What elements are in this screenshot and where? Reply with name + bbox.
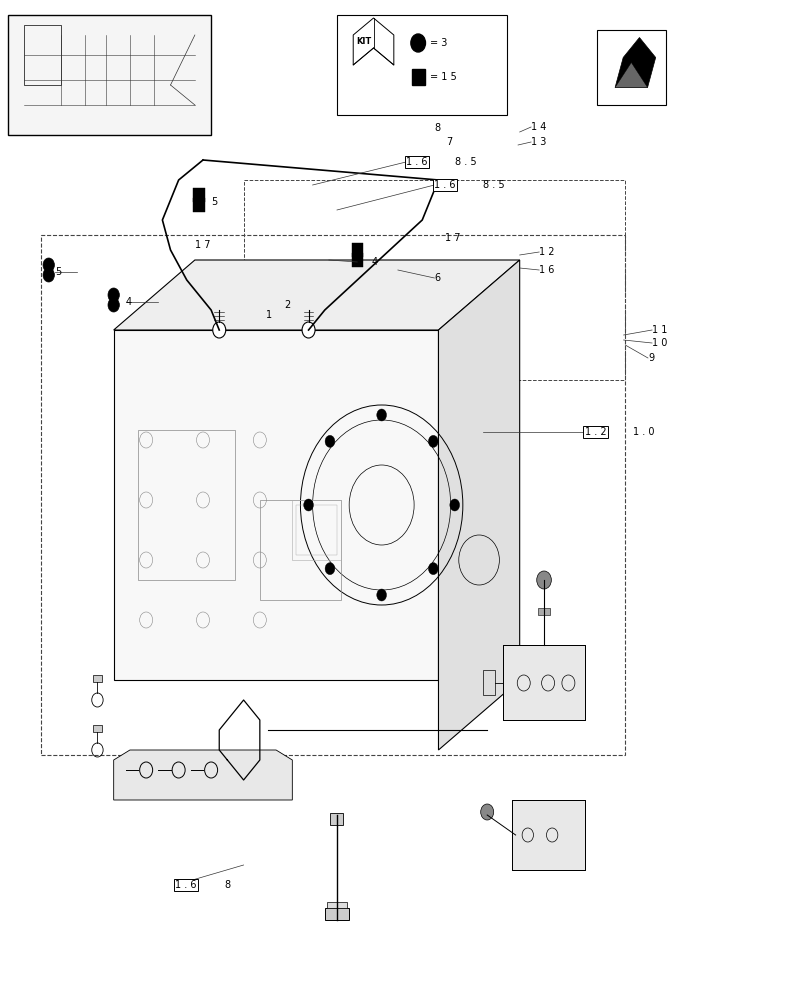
Polygon shape xyxy=(615,62,646,88)
Polygon shape xyxy=(615,37,654,88)
Bar xyxy=(351,243,363,257)
Circle shape xyxy=(324,563,334,575)
Bar xyxy=(324,908,349,920)
Circle shape xyxy=(536,571,551,589)
Text: = 1 5: = 1 5 xyxy=(430,72,457,82)
Circle shape xyxy=(108,288,119,302)
Text: 1 . 6: 1 . 6 xyxy=(434,180,455,190)
Text: 1 . 6: 1 . 6 xyxy=(175,880,196,890)
Text: 6: 6 xyxy=(434,273,440,283)
Text: 1 4: 1 4 xyxy=(530,122,546,132)
Bar xyxy=(411,69,424,85)
Bar xyxy=(296,505,337,555)
Text: 5: 5 xyxy=(55,267,62,277)
Text: 1 7: 1 7 xyxy=(444,233,460,243)
Text: 1 . 6: 1 . 6 xyxy=(406,157,427,167)
Text: = 3: = 3 xyxy=(430,38,447,48)
Bar xyxy=(92,675,102,682)
Bar xyxy=(503,645,584,720)
Circle shape xyxy=(212,322,225,338)
Bar xyxy=(596,30,665,105)
Text: 1 1: 1 1 xyxy=(651,325,667,335)
Bar xyxy=(330,813,343,825)
Text: 8: 8 xyxy=(434,123,440,133)
Text: 2: 2 xyxy=(284,300,290,310)
Bar xyxy=(193,198,204,212)
Text: 4: 4 xyxy=(371,257,378,267)
Text: 1 2: 1 2 xyxy=(539,247,554,257)
Circle shape xyxy=(43,268,54,282)
Circle shape xyxy=(428,435,438,447)
Circle shape xyxy=(324,435,334,447)
Text: 1 . 0: 1 . 0 xyxy=(633,427,654,437)
Bar xyxy=(193,188,204,202)
Circle shape xyxy=(480,804,493,820)
Text: 1 3: 1 3 xyxy=(530,137,546,147)
Circle shape xyxy=(449,499,459,511)
Circle shape xyxy=(302,322,315,338)
Text: 1 . 2: 1 . 2 xyxy=(584,427,606,437)
Text: 1 0: 1 0 xyxy=(651,338,667,348)
Polygon shape xyxy=(114,750,292,800)
Circle shape xyxy=(43,258,54,272)
Text: 1: 1 xyxy=(266,310,272,320)
Circle shape xyxy=(303,499,313,511)
Bar xyxy=(503,645,584,720)
Text: 7: 7 xyxy=(446,137,453,147)
Text: 8 . 5: 8 . 5 xyxy=(483,180,504,190)
Text: 8 . 5: 8 . 5 xyxy=(454,157,476,167)
Bar xyxy=(114,330,438,680)
Text: 8: 8 xyxy=(224,880,230,890)
Bar xyxy=(351,253,363,267)
Bar xyxy=(337,15,507,115)
Circle shape xyxy=(376,409,386,421)
Text: 5: 5 xyxy=(211,197,217,207)
Bar xyxy=(511,800,584,870)
Bar xyxy=(24,25,61,85)
Text: KIT: KIT xyxy=(356,37,371,46)
Bar xyxy=(138,430,235,580)
Text: 1 7: 1 7 xyxy=(195,240,210,250)
Polygon shape xyxy=(114,260,519,330)
Bar xyxy=(92,725,102,732)
Circle shape xyxy=(428,563,438,575)
Bar xyxy=(292,500,341,560)
Bar xyxy=(243,180,624,380)
Bar xyxy=(327,902,346,908)
Circle shape xyxy=(376,589,386,601)
Text: 4: 4 xyxy=(126,297,132,307)
Bar xyxy=(483,670,495,695)
Text: 9: 9 xyxy=(647,353,654,363)
Bar xyxy=(41,235,624,755)
Bar xyxy=(511,800,584,870)
Bar xyxy=(538,608,549,615)
Polygon shape xyxy=(438,260,519,750)
Text: 1 6: 1 6 xyxy=(539,265,554,275)
Circle shape xyxy=(108,298,119,312)
Circle shape xyxy=(410,34,425,52)
Bar xyxy=(8,15,211,135)
Bar xyxy=(260,500,341,600)
